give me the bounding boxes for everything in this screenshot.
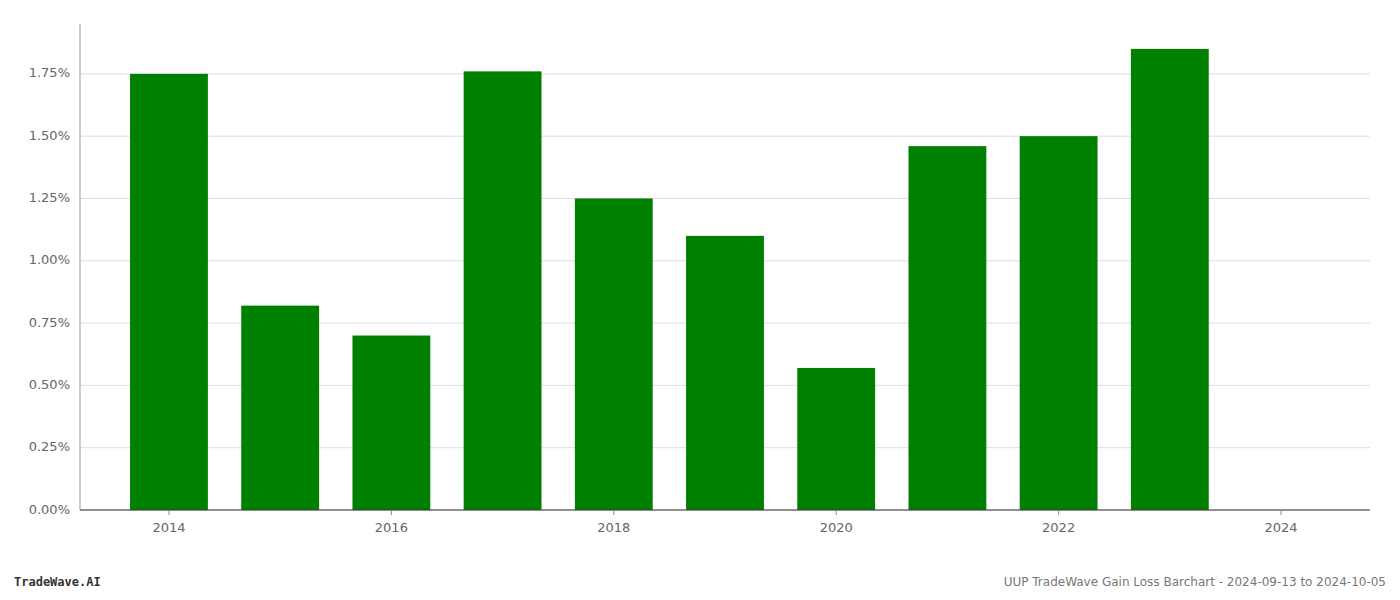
bar — [1131, 49, 1209, 510]
bar — [908, 146, 986, 510]
bar — [241, 306, 319, 510]
x-tick — [391, 510, 392, 515]
chart-container: 0.00% 0.25% 0.50% 0.75% 1.00% 1.25% 1.50% 1.75%… — [0, 0, 1400, 600]
x-tick — [836, 510, 837, 515]
background — [0, 0, 1400, 600]
x-tick — [1281, 510, 1282, 515]
bar — [464, 71, 542, 510]
bars — [130, 49, 1209, 510]
x-tick-label: 2018 — [597, 520, 630, 535]
x-tick-label: 2016 — [375, 520, 408, 535]
y-tick-label: 1.50% — [29, 128, 70, 143]
y-tick-label: 0.50% — [29, 377, 70, 392]
bar — [686, 236, 764, 510]
x-tick-label: 2020 — [820, 520, 853, 535]
chart-svg: 0.00% 0.25% 0.50% 0.75% 1.00% 1.25% 1.50% 1.75%… — [0, 0, 1400, 600]
grid-line — [80, 510, 1370, 511]
y-tick-label: 0.25% — [29, 439, 70, 454]
x-ticks: 2014 2016 2018 2020 2022 2024 — [152, 510, 1297, 535]
y-tick-label: 0.00% — [29, 502, 70, 517]
bar — [1020, 136, 1098, 510]
bar — [130, 74, 208, 510]
x-axis-line — [80, 510, 1370, 511]
y-tick-label: 1.75% — [29, 65, 70, 80]
footer-right: UUP TradeWave Gain Loss Barchart - 2024-… — [1004, 575, 1386, 589]
bar — [575, 198, 653, 510]
y-tick-label: 1.00% — [29, 252, 70, 267]
y-tick-label: 1.25% — [29, 190, 70, 205]
footer-left: TradeWave.AI — [14, 575, 101, 589]
bar — [352, 336, 430, 510]
x-tick-label: 2022 — [1042, 520, 1075, 535]
y-tick-label: 0.75% — [29, 315, 70, 330]
x-tick-label: 2014 — [152, 520, 185, 535]
bar — [797, 368, 875, 510]
x-tick-label: 2024 — [1264, 520, 1297, 535]
y-axis-line — [80, 24, 81, 510]
x-tick — [613, 510, 614, 515]
x-tick — [1058, 510, 1059, 515]
x-tick — [168, 510, 169, 515]
y-tick-labels: 0.00% 0.25% 0.50% 0.75% 1.00% 1.25% 1.50% 1.75% — [29, 65, 70, 516]
